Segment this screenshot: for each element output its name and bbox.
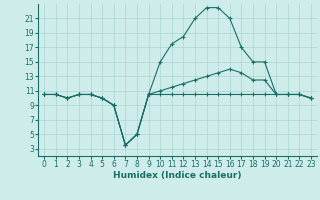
X-axis label: Humidex (Indice chaleur): Humidex (Indice chaleur)	[113, 171, 242, 180]
